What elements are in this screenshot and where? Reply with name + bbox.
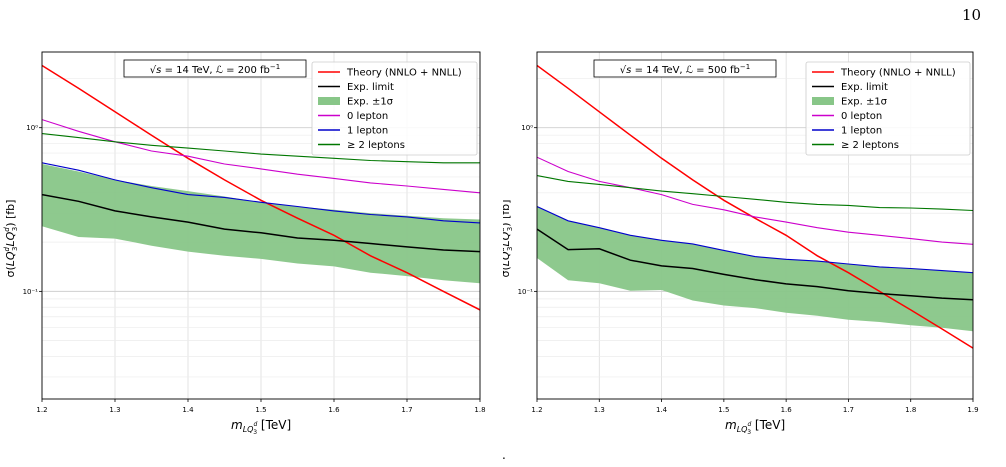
legend-label: 0 lepton: [347, 111, 388, 122]
x-tick-label: 1.4: [182, 406, 194, 414]
x-tick-label: 1.5: [255, 406, 266, 414]
line-exp-limit: [537, 228, 973, 301]
x-tick-label: 1.6: [328, 406, 340, 414]
line-theory-nnlo-nnll: [42, 64, 480, 311]
legend-label: 0 lepton: [841, 111, 882, 122]
y-axis-label: σ(LQd3LQd3) [fb]: [503, 200, 514, 278]
x-tick-label: 1.6: [781, 406, 793, 414]
chart-right: 1.2 1.3 1.4 1.5 1.6 1.7 1.8 1.9 10⁰ 10⁻¹ mLQd 3 [Te…: [503, 51, 979, 436]
page-trailing-mark: .: [502, 448, 506, 462]
line-0-lepton: [537, 156, 973, 245]
plot-area: [537, 64, 973, 349]
band-exp-1sigma: [537, 206, 973, 332]
title-box: [593, 59, 777, 78]
x-tick-label: 1.2: [36, 406, 47, 414]
legend-label: Exp. limit: [347, 82, 394, 93]
legend-swatch: [812, 97, 834, 105]
chart-title: √s = 14 TeV, ℒ = 500 fb−1: [620, 63, 750, 76]
y-tick-label: 10⁻¹: [23, 288, 39, 296]
line-exp-limit: [42, 193, 480, 253]
line-2-leptons: [537, 175, 973, 212]
x-tick-label: 1.9: [967, 406, 978, 414]
legend-label: Exp. ±1σ: [347, 97, 394, 108]
x-tick-label: 1.8: [474, 406, 485, 414]
legend-label: Theory (NNLO + NNLL): [346, 68, 462, 79]
legend-label: 1 lepton: [841, 126, 882, 137]
legend-label: ≥ 2 leptons: [347, 140, 405, 151]
y-tick-label: 10⁻¹: [518, 288, 534, 296]
y-axis-label: σ(LQd3LQd3) [fb]: [3, 200, 19, 278]
title-box: [123, 59, 307, 78]
legend-label: ≥ 2 leptons: [841, 140, 899, 151]
legend-frame: [805, 61, 971, 156]
legend-swatch: [318, 97, 340, 105]
legend: Theory (NNLO + NNLL) Exp. limit Exp. ±1σ 0 …: [805, 61, 971, 156]
y-tick-label: 10⁰: [521, 124, 533, 132]
band-exp-1sigma: [42, 164, 480, 284]
line-2-leptons: [42, 133, 480, 164]
x-axis-label: mLQd 3 [TeV]: [725, 418, 785, 436]
legend-label: Theory (NNLO + NNLL): [840, 68, 956, 79]
line-1-lepton: [537, 206, 973, 274]
y-tick-label: 10⁰: [26, 124, 38, 132]
page-number: 10: [962, 6, 982, 24]
x-tick-label: 1.3: [109, 406, 120, 414]
x-tick-label: 1.8: [905, 406, 916, 414]
x-tick-label: 1.4: [656, 406, 668, 414]
legend-label: Exp. ±1σ: [841, 97, 888, 108]
x-tick-label: 1.7: [401, 406, 412, 414]
chart-left: 1.2 1.3 1.4 1.5 1.6 1.7 1.8 10⁰ 10⁻¹ mLQd 3 [TeV] σ…: [3, 51, 486, 436]
chart-title: √s = 14 TeV, ℒ = 200 fb−1: [150, 63, 280, 76]
line-1-lepton: [42, 162, 480, 224]
x-tick-label: 1.5: [718, 406, 729, 414]
legend-label: Exp. limit: [841, 82, 888, 93]
plot-area: [42, 64, 480, 311]
legend-label: 1 lepton: [347, 126, 388, 137]
x-axis-label: mLQd 3 [TeV]: [231, 418, 291, 436]
x-tick-label: 1.3: [594, 406, 605, 414]
legend: Theory (NNLO + NNLL) Exp. limit Exp. ±1σ 0 …: [311, 61, 478, 156]
axes-frame: [536, 51, 974, 400]
legend-frame: [311, 61, 478, 156]
x-tick-label: 1.7: [843, 406, 854, 414]
x-tick-label: 1.2: [531, 406, 542, 414]
line-theory-nnlo-nnll: [537, 64, 973, 349]
